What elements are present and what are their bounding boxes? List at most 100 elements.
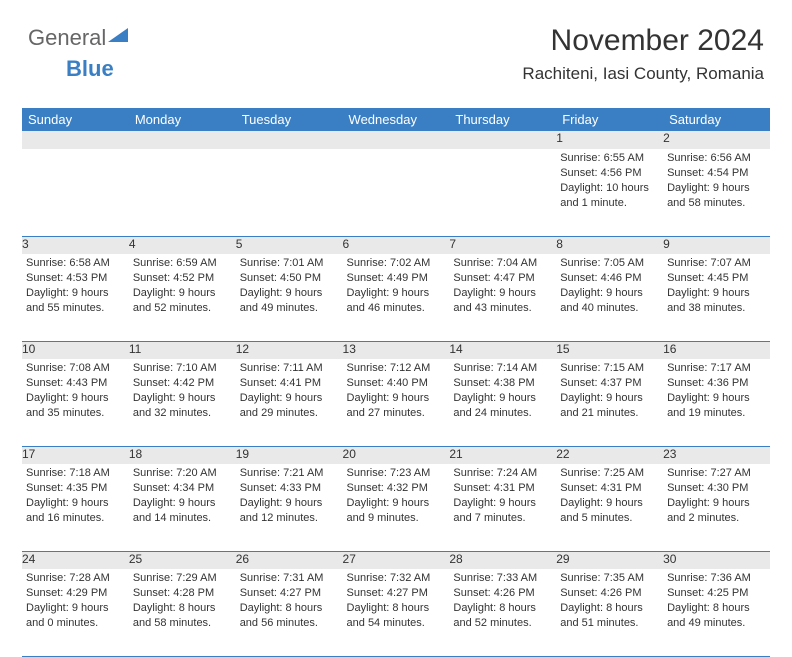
week-content-row: Sunrise: 6:58 AMSunset: 4:53 PMDaylight:… [22, 254, 770, 341]
dayhead-mon: Monday [129, 108, 236, 131]
day-details [236, 149, 343, 155]
day-cell: Sunrise: 7:05 AMSunset: 4:46 PMDaylight:… [556, 254, 663, 341]
daylight-text: Daylight: 9 hours and 52 minutes. [133, 286, 232, 316]
day-header-row: Sunday Monday Tuesday Wednesday Thursday… [22, 108, 770, 131]
brand-part1: General [28, 25, 106, 50]
sunrise-text: Sunrise: 7:18 AM [26, 466, 125, 481]
week-content-row: Sunrise: 7:08 AMSunset: 4:43 PMDaylight:… [22, 359, 770, 446]
day-details: Sunrise: 7:31 AMSunset: 4:27 PMDaylight:… [236, 569, 343, 634]
day-number-cell: 4 [129, 236, 236, 254]
day-details: Sunrise: 7:02 AMSunset: 4:49 PMDaylight:… [343, 254, 450, 319]
day-number-cell: 29 [556, 551, 663, 569]
daylight-text: Daylight: 9 hours and 32 minutes. [133, 391, 232, 421]
daylight-text: Daylight: 9 hours and 12 minutes. [240, 496, 339, 526]
week-content-row: Sunrise: 6:55 AMSunset: 4:56 PMDaylight:… [22, 149, 770, 236]
sunset-text: Sunset: 4:52 PM [133, 271, 232, 286]
sunset-text: Sunset: 4:41 PM [240, 376, 339, 391]
daylight-text: Daylight: 8 hours and 58 minutes. [133, 601, 232, 631]
week-content-row: Sunrise: 7:18 AMSunset: 4:35 PM Daylight:… [22, 464, 770, 551]
week-daynum-row: 3456789 [22, 236, 770, 254]
sunset-text: Sunset: 4:45 PM [667, 271, 766, 286]
day-details: Sunrise: 7:08 AMSunset: 4:43 PMDaylight:… [22, 359, 129, 424]
day-number-cell [449, 131, 556, 149]
day-number-cell: 3 [22, 236, 129, 254]
calendar-table: Sunday Monday Tuesday Wednesday Thursday… [22, 108, 770, 657]
day-cell: Sunrise: 7:18 AMSunset: 4:35 PMDaylight:… [22, 464, 129, 551]
daylight-text: Daylight: 9 hours and 40 minutes. [560, 286, 659, 316]
daylight-text: Daylight: 8 hours and 51 minutes. [560, 601, 659, 631]
day-details: Sunrise: 7:05 AMSunset: 4:46 PMDaylight:… [556, 254, 663, 319]
day-cell: Sunrise: 6:58 AMSunset: 4:53 PMDaylight:… [22, 254, 129, 341]
daylight-text: Daylight: 9 hours and 35 minutes. [26, 391, 125, 421]
week-daynum-row: 17181920212223 [22, 446, 770, 464]
sunrise-text: Sunrise: 7:25 AM [560, 466, 659, 481]
daylight-text: Daylight: 9 hours and 0 minutes. [26, 601, 125, 631]
day-cell: Sunrise: 7:12 AMSunset: 4:40 PMDaylight:… [343, 359, 450, 446]
day-details: Sunrise: 7:12 AMSunset: 4:40 PMDaylight:… [343, 359, 450, 424]
day-cell: Sunrise: 7:24 AMSunset: 4:31 PMDaylight:… [449, 464, 556, 551]
sunrise-text: Sunrise: 6:56 AM [667, 151, 766, 166]
day-cell: Sunrise: 7:08 AMSunset: 4:43 PMDaylight:… [22, 359, 129, 446]
week-daynum-row: 24252627282930 [22, 551, 770, 569]
day-details [449, 149, 556, 155]
sunrise-text: Sunrise: 7:24 AM [453, 466, 552, 481]
daylight-text: Daylight: 8 hours and 54 minutes. [347, 601, 446, 631]
day-number-cell: 8 [556, 236, 663, 254]
daylight-text: Daylight: 9 hours and 38 minutes. [667, 286, 766, 316]
day-number-cell: 6 [343, 236, 450, 254]
day-cell: Sunrise: 7:04 AMSunset: 4:47 PMDaylight:… [449, 254, 556, 341]
day-number-cell: 28 [449, 551, 556, 569]
sunset-text: Sunset: 4:35 PM [26, 481, 125, 496]
day-number-cell: 5 [236, 236, 343, 254]
day-cell: Sunrise: 7:15 AMSunset: 4:37 PMDaylight:… [556, 359, 663, 446]
dayhead-sun: Sunday [22, 108, 129, 131]
day-details: Sunrise: 7:33 AMSunset: 4:26 PMDaylight:… [449, 569, 556, 634]
sunrise-text: Sunrise: 7:08 AM [26, 361, 125, 376]
month-title: November 2024 [522, 24, 764, 58]
day-cell: Sunrise: 7:28 AMSunset: 4:29 PMDaylight:… [22, 569, 129, 656]
day-details: Sunrise: 7:32 AMSunset: 4:27 PMDaylight:… [343, 569, 450, 634]
sunset-text: Sunset: 4:31 PM [560, 481, 659, 496]
sunrise-text: Sunrise: 6:55 AM [560, 151, 659, 166]
day-cell: Sunrise: 7:11 AMSunset: 4:41 PMDaylight:… [236, 359, 343, 446]
daylight-text: Daylight: 9 hours and 7 minutes. [453, 496, 552, 526]
day-cell: Sunrise: 7:36 AMSunset: 4:25 PMDaylight:… [663, 569, 770, 656]
day-cell: Sunrise: 7:35 AMSunset: 4:26 PMDaylight:… [556, 569, 663, 656]
dayhead-fri: Friday [556, 108, 663, 131]
day-number-cell: 20 [343, 446, 450, 464]
daylight-text: Daylight: 9 hours and 27 minutes. [347, 391, 446, 421]
day-cell: Sunrise: 7:17 AMSunset: 4:36 PMDaylight:… [663, 359, 770, 446]
day-cell [343, 149, 450, 236]
sunset-text: Sunset: 4:38 PM [453, 376, 552, 391]
day-details [129, 149, 236, 155]
day-details: Sunrise: 7:18 AMSunset: 4:35 PMDaylight:… [22, 464, 129, 529]
sunrise-text: Sunrise: 7:07 AM [667, 256, 766, 271]
daylight-text: Daylight: 8 hours and 49 minutes. [667, 601, 766, 631]
brand-logo: General Blue [28, 22, 128, 82]
day-cell [22, 149, 129, 236]
daylight-text: Daylight: 9 hours and 43 minutes. [453, 286, 552, 316]
location-subtitle: Rachiteni, Iasi County, Romania [522, 64, 764, 84]
dayhead-thu: Thursday [449, 108, 556, 131]
sunset-text: Sunset: 4:26 PM [453, 586, 552, 601]
sunset-text: Sunset: 4:43 PM [26, 376, 125, 391]
sunrise-text: Sunrise: 7:10 AM [133, 361, 232, 376]
logo-triangle-icon [108, 22, 128, 48]
sunset-text: Sunset: 4:46 PM [560, 271, 659, 286]
day-cell: Sunrise: 7:02 AMSunset: 4:49 PMDaylight:… [343, 254, 450, 341]
day-number-cell [343, 131, 450, 149]
day-number-cell: 9 [663, 236, 770, 254]
day-cell: Sunrise: 7:01 AMSunset: 4:50 PMDaylight:… [236, 254, 343, 341]
day-details [22, 149, 129, 155]
page-header: November 2024 Rachiteni, Iasi County, Ro… [522, 24, 764, 84]
dayhead-tue: Tuesday [236, 108, 343, 131]
dayhead-sat: Saturday [663, 108, 770, 131]
sunset-text: Sunset: 4:29 PM [26, 586, 125, 601]
day-cell: Sunrise: 7:10 AMSunset: 4:42 PMDaylight:… [129, 359, 236, 446]
day-number-cell [129, 131, 236, 149]
day-cell [236, 149, 343, 236]
day-cell: Sunrise: 7:21 AMSunset: 4:33 PMDaylight:… [236, 464, 343, 551]
sunrise-text: Sunrise: 7:23 AM [347, 466, 446, 481]
day-cell: Sunrise: 6:59 AMSunset: 4:52 PMDaylight:… [129, 254, 236, 341]
sunset-text: Sunset: 4:26 PM [560, 586, 659, 601]
